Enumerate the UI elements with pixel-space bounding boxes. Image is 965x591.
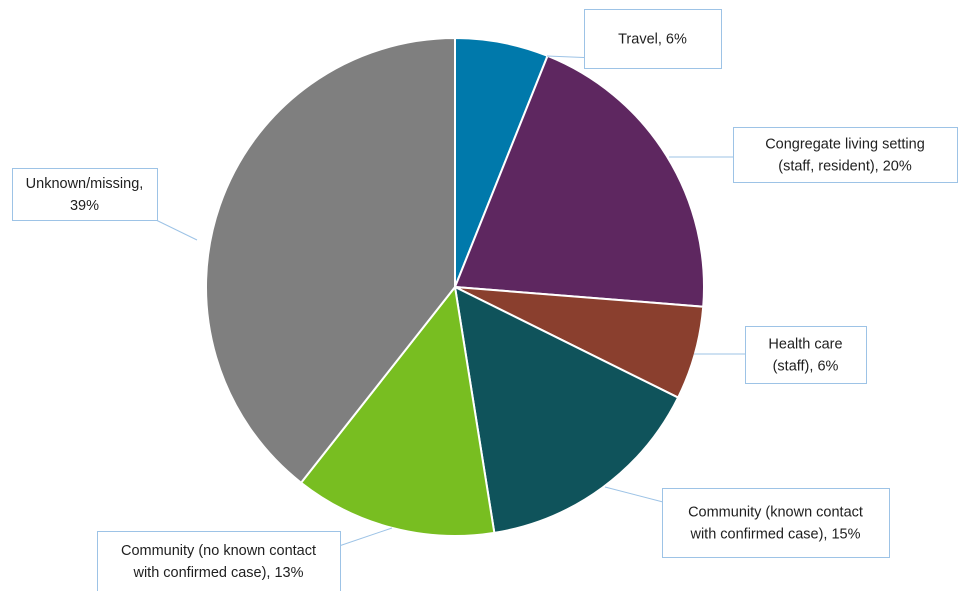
data-label-4-line-2: with confirmed case), 15%	[689, 527, 860, 543]
data-label-3-line-2: (staff), 6%	[773, 359, 839, 375]
data-callout-4: Community (known contact with confirmed c…	[662, 488, 890, 558]
data-callout-3: Health care (staff), 6%	[745, 326, 867, 384]
data-label-2-line-2: (staff, resident), 20%	[778, 159, 912, 175]
data-label-3-line-1: Health care	[768, 337, 842, 353]
pie-slice-5	[299, 284, 496, 537]
data-callout-6: Unknown/missing, 39%	[12, 168, 158, 221]
pie-slice-6	[205, 36, 456, 485]
callout-box-6	[12, 168, 158, 221]
data-label-5-line-1: Community (no known contact	[121, 543, 316, 559]
callout-box-2	[733, 127, 958, 183]
callouts-layer: Travel, 6% Congregate living setting (staf…	[12, 9, 958, 591]
leader-line-6	[155, 219, 198, 241]
pie-slice-2	[453, 54, 705, 308]
data-callout-5: Community (no known contact with confirme…	[97, 531, 341, 591]
data-callout-1: Travel, 6%	[584, 9, 722, 69]
pie-slice-4	[453, 285, 680, 535]
data-label-5-line-2: with confirmed case), 13%	[132, 565, 303, 581]
callout-box-5	[97, 531, 341, 591]
data-label-4-line-1: Community (known contact	[688, 505, 863, 521]
leader-line-4	[604, 486, 664, 503]
data-label-2-line-1: Congregate living setting	[765, 137, 925, 153]
callout-box-4	[662, 488, 890, 558]
callout-box-1	[584, 9, 722, 69]
slices-layer	[205, 36, 705, 537]
data-label-6-line-2: 39%	[70, 198, 99, 214]
leader-line-5	[338, 527, 393, 547]
callout-box-3	[745, 326, 867, 384]
data-label-6-line-1: Unknown/missing,	[26, 176, 144, 192]
data-label-1-line-1: Travel, 6%	[618, 32, 687, 48]
data-callout-2: Congregate living setting (staff, residen…	[733, 127, 958, 183]
leader-lines-layer	[155, 55, 746, 547]
